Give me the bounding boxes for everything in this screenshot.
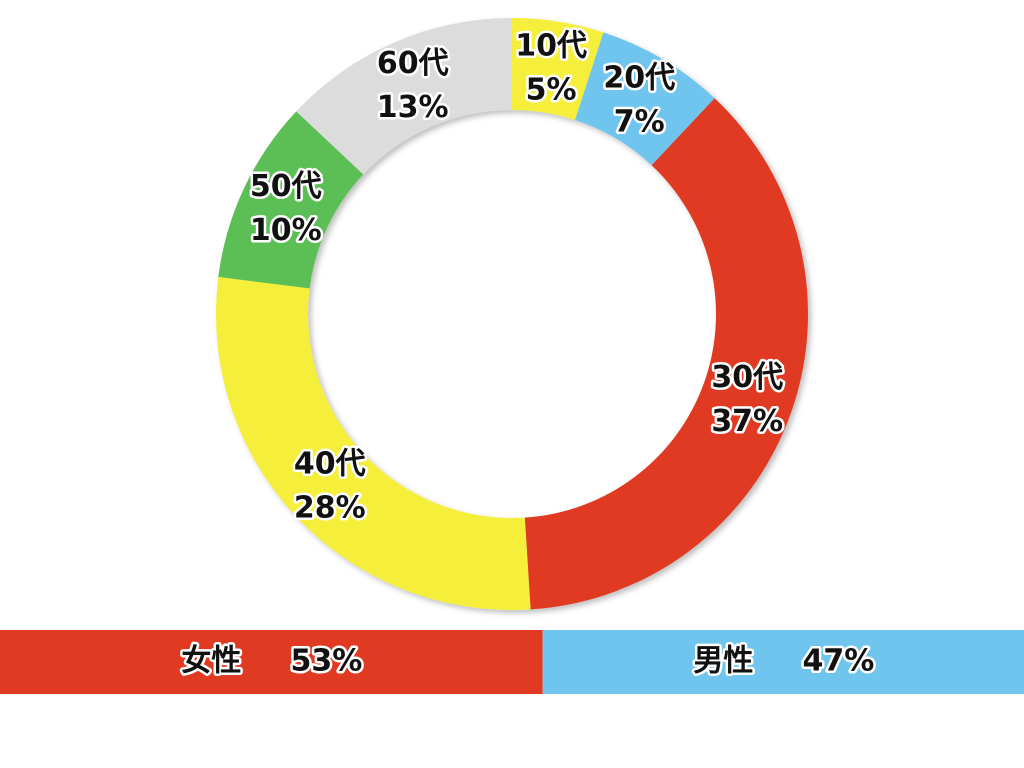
- donut-slice: [296, 18, 512, 175]
- donut-slice: [524, 98, 808, 610]
- gender-bar: 女性 53% 男性 47%: [0, 630, 1024, 694]
- legend-label: 男性: [693, 644, 753, 679]
- category-label: 50代: [250, 169, 322, 204]
- donut-slice: [218, 111, 364, 289]
- category-label: 60代: [377, 46, 449, 81]
- value-label: 53%: [290, 644, 362, 679]
- value-label: 7%: [614, 104, 665, 139]
- donut-slice: [575, 32, 715, 166]
- legend-label: 女性: [181, 644, 241, 679]
- value-label: 47%: [802, 644, 874, 679]
- value-label: 13%: [377, 90, 449, 125]
- category-label: 20代: [603, 60, 675, 95]
- value-label: 28%: [294, 491, 366, 526]
- value-label: 37%: [711, 404, 783, 439]
- donut-slice: [512, 18, 604, 120]
- donut-slice: [216, 276, 531, 610]
- value-label: 10%: [250, 213, 322, 248]
- bar-segment: [0, 630, 543, 694]
- labels: 10代 5% 20代 7% 30代 37% 40代 28% 50代 10% 60代 13%: [247, 26, 785, 528]
- category-label: 10代: [515, 29, 587, 64]
- category-label: 40代: [294, 447, 366, 482]
- value-label: 5%: [526, 73, 577, 108]
- donut: [216, 18, 808, 610]
- bar-segment: [542, 630, 1024, 694]
- category-label: 30代: [711, 360, 783, 395]
